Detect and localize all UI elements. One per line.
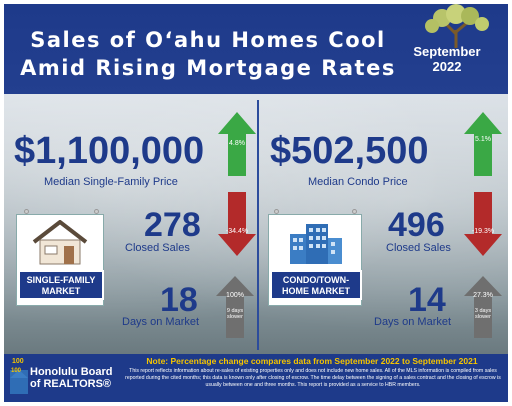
sf-closed-sales: 278 [144,206,201,244]
title-line-2: Amid Rising Mortgage Rates [20,56,396,80]
sf-price-up-arrow-icon [218,112,256,176]
tree-icon [425,4,489,48]
sf-dom-label: Days on Market [122,316,200,328]
sf-median-label: Median Single-Family Price [44,176,178,188]
condo-dom-change: 27.3% [473,292,493,299]
sf-sales-down-arrow-icon [218,192,256,256]
condo-closed-label: Closed Sales [386,242,451,254]
condo-median-price: $502,500 [270,130,429,172]
condo-days-on-market: 14 [408,281,446,319]
sf-tag-line-1: SINGLE-FAMILY [26,275,96,285]
report-date: September 2022 [412,44,482,74]
hbr-logo-text: Honolulu Board of REALTORS® [30,366,113,390]
condo-tag-line-2: HOME MARKET [282,286,350,296]
sf-tag-line-2: MARKET [41,286,81,296]
condo-price-change: 5.1% [475,136,491,143]
sf-median-price: $1,100,000 [14,130,205,172]
condo-dom-up-arrow-icon [464,276,502,338]
sf-days-on-market: 18 [160,281,198,319]
pin-icon [24,209,29,214]
pin-icon [94,209,99,214]
house-icon [32,220,88,265]
hbr-logo-icon: 100 [10,368,28,394]
disclaimer-text: This report reflects information about r… [125,368,501,388]
sf-dom-note: 9 days slower [226,308,244,320]
sf-market-tag: SINGLE-FAMILY MARKET [18,270,104,300]
logo-line-1: Honolulu Board [30,366,113,378]
percentage-note: Note: Percentage change compares data fr… [146,356,478,366]
panel-divider [257,100,259,350]
sf-closed-label: Closed Sales [125,242,190,254]
title-line-1: Sales of O‘ahu Homes Cool [30,28,386,52]
svg-text:100: 100 [11,368,22,374]
sf-dom-up-arrow-icon [216,276,254,338]
condo-dom-note: 3 days slower [474,308,492,320]
condo-price-up-arrow-icon [464,112,502,176]
pin-icon [352,209,357,214]
page-title: Sales of O‘ahu Homes Cool Amid Rising Mo… [18,26,398,82]
condo-sales-down-arrow-icon [464,192,502,256]
sf-sales-change: -34.4% [225,228,249,235]
condo-tag-line-1: CONDO/TOWN- [282,275,350,285]
sf-price-change: 4.8% [229,140,245,147]
condo-market-tag: CONDO/TOWN- HOME MARKET [270,270,362,300]
building-icon [290,224,342,264]
condo-sales-change: -19.3% [471,228,495,235]
condo-median-label: Median Condo Price [308,176,408,188]
logo-line-2: of REALTORS® [30,378,112,390]
footer-bar [4,354,508,402]
logo-badge: 100 [12,358,24,365]
sf-dom-change: 100% [226,292,244,299]
infographic: Sales of O‘ahu Homes Cool Amid Rising Mo… [4,4,508,402]
report-year: 2022 [432,59,462,74]
condo-closed-sales: 496 [388,206,445,244]
report-month: September [413,44,481,59]
pin-icon [274,209,279,214]
header-banner [4,4,508,94]
condo-dom-label: Days on Market [374,316,452,328]
